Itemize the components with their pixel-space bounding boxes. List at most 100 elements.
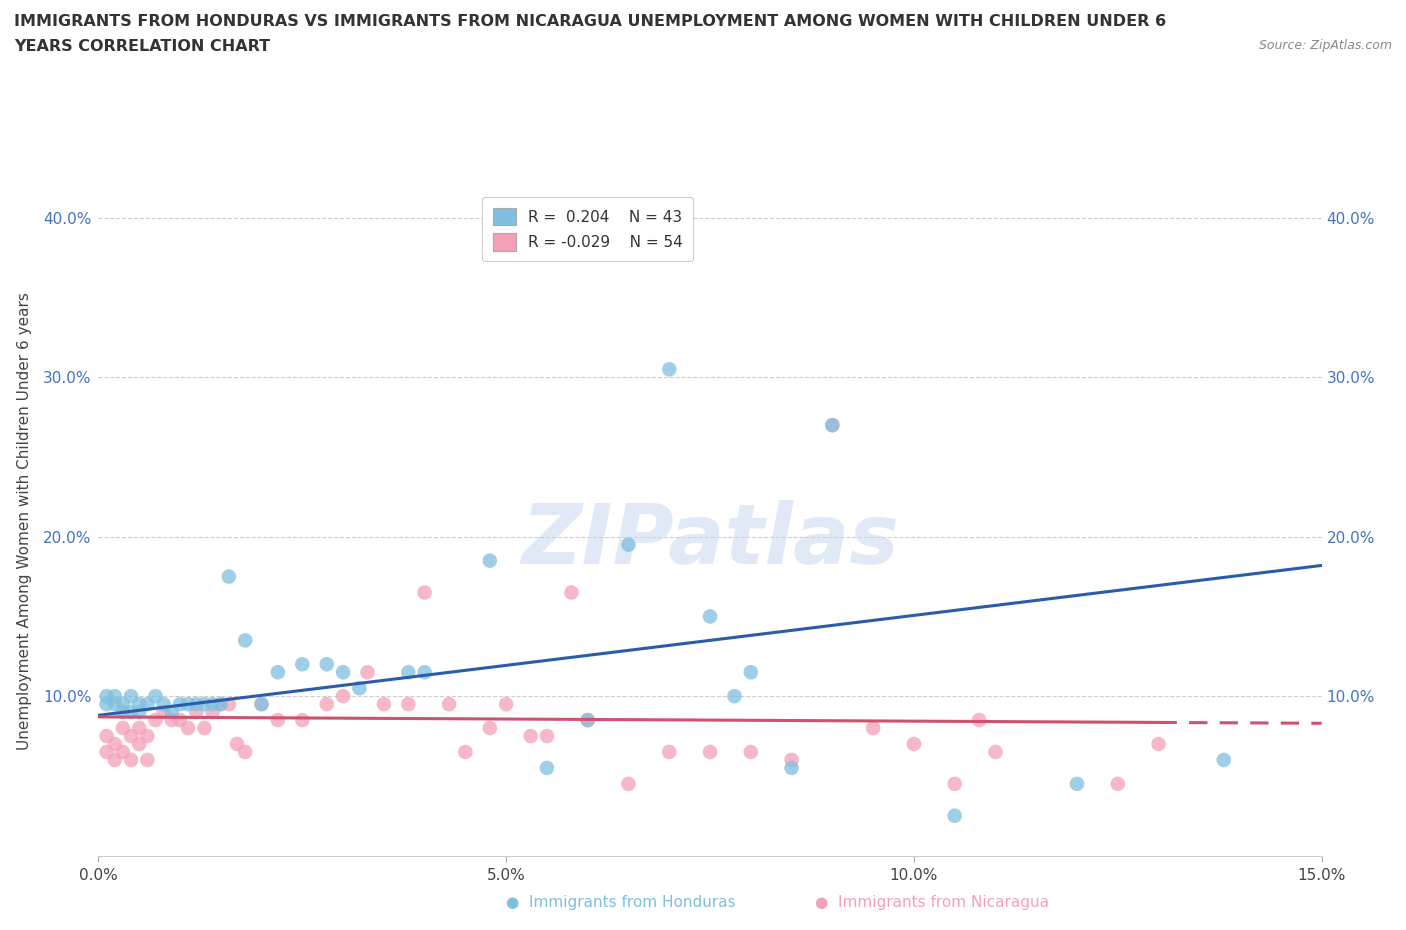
Point (396, 665, 419, 680)
Point (740, 665, 762, 680)
Point (193, 697, 215, 711)
Point (315, 657, 337, 671)
Point (821, 418, 844, 432)
Point (617, 538, 640, 552)
Point (454, 745, 477, 760)
Point (201, 705, 224, 720)
Point (233, 745, 256, 760)
Point (1147, 737, 1170, 751)
Legend: R =  0.204    N = 43, R = -0.029    N = 54: R = 0.204 N = 43, R = -0.029 N = 54 (482, 197, 693, 261)
Point (120, 689, 142, 704)
Point (862, 721, 884, 736)
Point (177, 697, 200, 711)
Point (1107, 777, 1129, 791)
Point (160, 712, 183, 727)
Point (136, 752, 159, 767)
Point (96, 689, 118, 704)
Point (128, 705, 150, 720)
Point (560, 585, 582, 600)
Point (519, 728, 541, 743)
Point (201, 697, 224, 711)
Point (821, 418, 844, 432)
Point (120, 728, 142, 743)
Point (699, 745, 721, 760)
Point (250, 697, 273, 711)
Point (658, 745, 681, 760)
Point (943, 808, 966, 823)
Text: Source: ZipAtlas.com: Source: ZipAtlas.com (1258, 39, 1392, 52)
Point (356, 665, 378, 680)
Point (373, 697, 395, 711)
Point (209, 697, 232, 711)
Text: IMMIGRANTS FROM HONDURAS VS IMMIGRANTS FROM NICARAGUA UNEMPLOYMENT AMONG WOMEN W: IMMIGRANTS FROM HONDURAS VS IMMIGRANTS F… (14, 14, 1166, 29)
Point (218, 569, 240, 584)
Point (104, 689, 127, 704)
Point (160, 705, 183, 720)
Point (267, 712, 290, 727)
Point (740, 745, 762, 760)
Point (145, 712, 167, 727)
Point (145, 689, 167, 704)
Point (780, 752, 803, 767)
Point (111, 697, 134, 711)
Point (437, 697, 460, 711)
Point (396, 697, 419, 711)
Text: ●  Immigrants from Nicaragua: ● Immigrants from Nicaragua (815, 895, 1049, 910)
Point (943, 777, 966, 791)
Point (104, 752, 127, 767)
Point (233, 633, 256, 648)
Point (104, 697, 127, 711)
Point (104, 737, 127, 751)
Point (128, 697, 150, 711)
Point (495, 697, 517, 711)
Point (218, 697, 240, 711)
Point (536, 761, 558, 776)
Point (332, 665, 354, 680)
Point (617, 777, 640, 791)
Point (209, 697, 232, 711)
Point (349, 681, 371, 696)
Point (136, 728, 159, 743)
Point (226, 737, 249, 751)
Point (536, 728, 558, 743)
Point (984, 745, 1007, 760)
Text: ZIPatlas: ZIPatlas (522, 500, 898, 581)
Point (193, 721, 215, 736)
Point (96, 728, 118, 743)
Y-axis label: Unemployment Among Women with Children Under 6 years: Unemployment Among Women with Children U… (17, 292, 32, 750)
Point (96, 697, 118, 711)
Point (413, 665, 436, 680)
Point (96, 745, 118, 760)
Point (111, 745, 134, 760)
Point (128, 721, 150, 736)
Point (658, 362, 681, 377)
Point (315, 697, 337, 711)
Text: ●  Immigrants from Honduras: ● Immigrants from Honduras (506, 895, 735, 910)
Point (1212, 752, 1234, 767)
Point (267, 665, 290, 680)
Point (186, 705, 208, 720)
Text: YEARS CORRELATION CHART: YEARS CORRELATION CHART (14, 39, 270, 54)
Point (413, 585, 436, 600)
Point (723, 689, 745, 704)
Point (291, 657, 314, 671)
Point (967, 712, 990, 727)
Point (478, 721, 501, 736)
Point (478, 553, 501, 568)
Point (291, 712, 314, 727)
Point (111, 721, 134, 736)
Point (169, 712, 191, 727)
Point (120, 752, 142, 767)
Point (136, 697, 159, 711)
Point (177, 721, 200, 736)
Point (250, 697, 273, 711)
Point (332, 689, 354, 704)
Point (111, 705, 134, 720)
Point (576, 712, 599, 727)
Point (699, 609, 721, 624)
Point (903, 737, 925, 751)
Point (576, 712, 599, 727)
Point (169, 697, 191, 711)
Point (186, 697, 208, 711)
Point (780, 761, 803, 776)
